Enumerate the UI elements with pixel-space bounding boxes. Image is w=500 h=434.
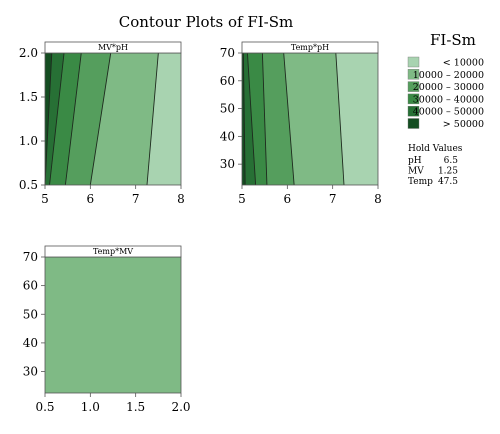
contour-line — [44, 52, 53, 186]
x-tick-label: 0.5 — [35, 400, 54, 414]
panel-label: Temp*pH — [291, 43, 329, 52]
contour-region — [90, 53, 159, 185]
panel-label: MV*pH — [98, 43, 128, 52]
hold-value: 1.25 — [438, 167, 458, 177]
legend-swatch — [407, 81, 420, 92]
hold-value-name: MV — [408, 167, 424, 177]
x-tick-label: 8 — [177, 192, 185, 206]
x-tick-label: 7 — [132, 192, 140, 206]
y-tick-label: 70 — [220, 46, 235, 60]
x-tick-label: 6 — [284, 192, 292, 206]
hold-value: 47.5 — [438, 177, 458, 187]
legend-title: FI-Sm — [430, 31, 476, 49]
contour-line — [261, 52, 268, 186]
x-tick-label: 8 — [374, 192, 382, 206]
legend-label: 20000 – 30000 — [413, 82, 484, 93]
hold-values: Hold Values pH 6.5 MV 1.25 Temp 47.5 — [408, 144, 463, 187]
x-tick-label: 1.5 — [126, 400, 145, 414]
y-tick-label: 1.5 — [19, 90, 38, 104]
x-tick-label: 2.0 — [171, 400, 190, 414]
contour-region — [335, 53, 378, 185]
contour-region — [45, 257, 181, 393]
y-tick-label: 60 — [220, 74, 235, 88]
panel-temp-mv: Temp*MV 0.5 1.0 1.5 2.0 30 40 50 60 70 — [23, 245, 191, 414]
panel-strip — [44, 245, 182, 258]
panel-strip — [44, 41, 182, 54]
contour-panels: MV*pH 5 6 7 8 0.5 1.0 1.5 2.0 Temp*pH 5 6 7 8 30 40 50 60… — [19, 41, 382, 414]
chart-title: Contour Plots of FI-Sm — [119, 13, 294, 31]
contour-line — [242, 52, 246, 186]
hold-values-title: Hold Values — [408, 144, 463, 154]
contour-line — [89, 52, 112, 186]
x-tick-label: 5 — [41, 192, 49, 206]
contour-line — [49, 52, 65, 186]
y-tick-label: 30 — [220, 157, 235, 171]
panel-label: Temp*MV — [93, 247, 133, 256]
x-tick-label: 7 — [329, 192, 337, 206]
legend-swatch — [407, 93, 420, 105]
legend-swatch — [407, 118, 420, 129]
contour-line — [64, 52, 82, 186]
y-tick-label: 50 — [220, 102, 235, 116]
y-tick-label: 60 — [23, 279, 38, 293]
contour-region — [283, 53, 344, 185]
legend-label: 30000 – 40000 — [413, 94, 484, 105]
contour-region — [65, 53, 111, 185]
contour-region — [45, 53, 65, 185]
panel-temp-ph: Temp*pH 5 6 7 8 30 40 50 60 70 — [220, 41, 382, 206]
legend-swatch — [407, 56, 420, 68]
x-tick-label: 5 — [238, 192, 246, 206]
y-tick-label: 70 — [23, 250, 38, 264]
y-tick-label: 50 — [23, 307, 38, 321]
legend-label: 40000 – 50000 — [413, 107, 484, 118]
y-tick-label: 1.0 — [19, 134, 38, 148]
y-tick-label: 40 — [23, 336, 38, 350]
y-tick-label: 0.5 — [19, 178, 38, 192]
y-tick-label: 40 — [220, 129, 235, 143]
contour-region — [243, 53, 256, 185]
hold-value: 6.5 — [444, 156, 459, 166]
contour-line — [146, 52, 159, 186]
x-tick-label: 6 — [87, 192, 95, 206]
y-tick-label: 2.0 — [19, 46, 38, 60]
panel-strip — [241, 41, 379, 54]
y-tick-label: 30 — [23, 365, 38, 379]
contour-line — [335, 52, 345, 186]
contour-line — [283, 52, 295, 186]
panel-mv-ph: MV*pH 5 6 7 8 0.5 1.0 1.5 2.0 — [19, 41, 185, 206]
contour-region — [49, 53, 82, 185]
contour-region — [247, 53, 267, 185]
x-tick-label: 1.0 — [81, 400, 100, 414]
legend-label: 10000 – 20000 — [413, 70, 484, 81]
legend-swatch — [407, 105, 420, 117]
legend-label: < 10000 — [443, 58, 484, 69]
hold-value-name: Temp — [408, 177, 433, 187]
hold-value-name: pH — [408, 156, 422, 166]
legend-swatch — [407, 69, 420, 80]
contour-line — [246, 52, 257, 186]
legend-label: > 50000 — [443, 119, 484, 130]
